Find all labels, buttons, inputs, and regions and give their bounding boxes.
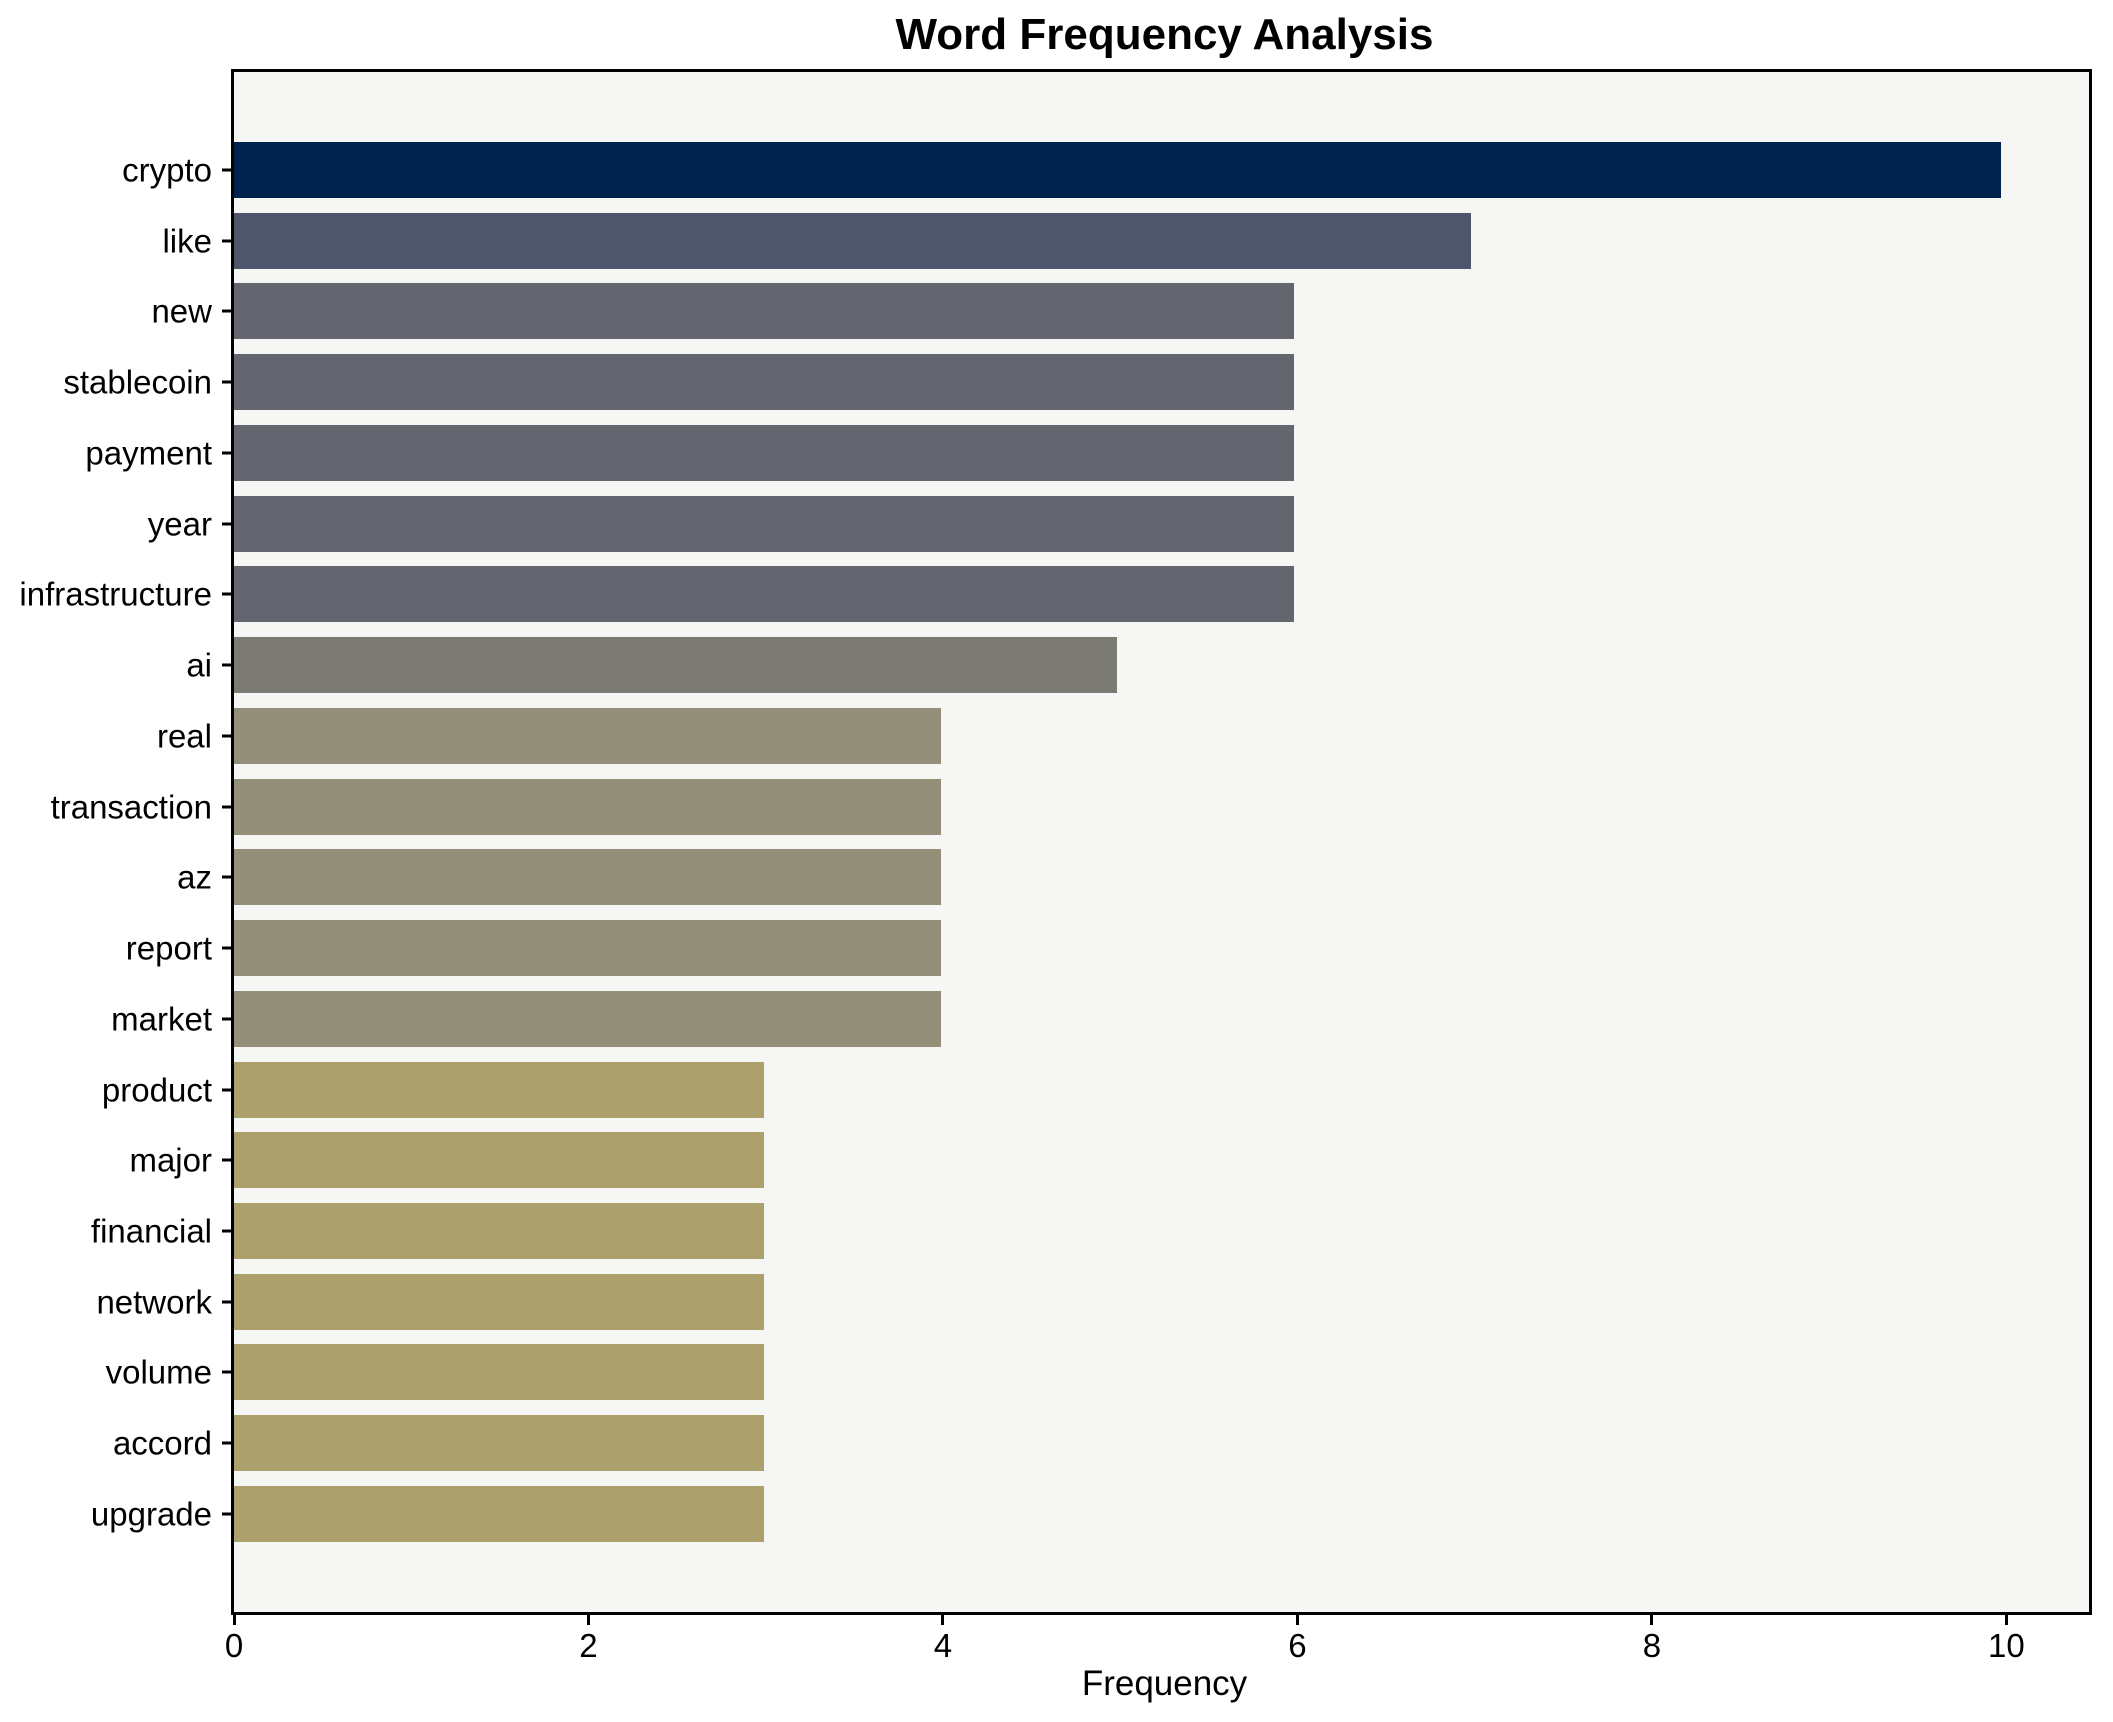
bar-row: infrastructure [19,566,2089,623]
y-axis-category-label: year [147,505,212,543]
bar-ai [234,637,1118,694]
bar-volume [234,1344,764,1401]
x-tick-label: 8 [1642,1627,1662,1664]
y-axis-category-label: az [177,858,212,896]
bar-row: real [157,707,2089,764]
y-tick-mark [222,1088,233,1092]
y-axis-category-label: major [129,1141,212,1179]
bar-network [234,1273,764,1330]
y-tick-mark [222,805,233,809]
x-tick-label: 0 [224,1627,244,1664]
y-axis-category-label: ai [186,646,212,684]
bar-financial [234,1203,764,1260]
y-axis-category-label: crypto [122,151,212,189]
y-axis-category-label: real [156,717,212,755]
y-axis-category-label: infrastructure [19,575,212,613]
y-tick-mark [222,1300,233,1304]
bar-major [234,1132,764,1189]
x-tick-mark [1650,1615,1654,1625]
x-tick-label: 10 [1988,1627,2025,1664]
y-tick-mark [222,1158,233,1162]
y-tick-mark [222,1512,233,1516]
x-tick-label: 2 [579,1627,598,1664]
bar-report [234,920,941,977]
x-tick-mark [232,1615,236,1625]
bar-row: volume [106,1344,2089,1401]
y-tick-mark [222,875,233,879]
y-tick-mark [222,946,233,950]
bar-row: like [162,212,2089,269]
x-tick-mark [1295,1615,1299,1625]
bar-row: new [151,283,2089,340]
bar-row: crypto [122,142,2089,198]
y-axis-category-label: new [151,292,212,330]
bar-row: year [148,495,2089,552]
y-tick-mark [222,1229,233,1233]
y-tick-mark [222,522,233,526]
bar-row: accord [113,1415,2089,1472]
bar-crypto [234,142,2001,198]
y-tick-mark [222,1370,233,1374]
bar-row: payment [85,424,2089,481]
bar-upgrade [234,1485,764,1542]
y-tick-mark [222,168,233,172]
bar-new [234,283,1294,340]
bar-row: financial [91,1203,2089,1260]
bar-row: upgrade [91,1485,2089,1542]
bar-row: product [102,1061,2089,1118]
y-tick-mark [222,592,233,596]
bar-market [234,990,941,1047]
y-axis-category-label: stablecoin [63,363,212,401]
bar-accord [234,1415,764,1472]
y-axis-category-label: financial [90,1212,212,1250]
bar-row: stablecoin [63,354,2089,411]
bar-stablecoin [234,354,1294,411]
y-tick-mark [222,239,233,243]
y-axis-category-label: accord [112,1424,212,1462]
x-axis-label: Frequency [1081,1664,1248,1703]
x-axis: 0 2 4 6 8 10 [225,1615,2095,1675]
plot-area: crypto like new stablecoin payment year … [19,69,2092,1615]
bar-row: market [111,990,2089,1047]
y-axis-category-label: like [162,222,212,260]
y-tick-mark [222,309,233,313]
bar-year [234,495,1294,552]
bar-az [234,849,941,906]
y-axis-category-label: transaction [50,788,212,826]
y-tick-mark [222,451,233,455]
bar-infrastructure [234,566,1294,623]
x-tick-mark [586,1615,590,1625]
bar-payment [234,424,1294,481]
bar-row: network [96,1273,2089,1330]
y-tick-mark [222,380,233,384]
y-axis-category-label: volume [105,1353,212,1391]
bar-row: major [129,1132,2089,1189]
y-axis-category-label: network [96,1283,212,1321]
x-tick-label: 6 [1288,1627,1307,1664]
y-tick-mark [222,734,233,738]
bar-row: transaction [51,778,2089,835]
y-axis-category-label: report [125,929,212,967]
x-tick-mark [941,1615,945,1625]
y-tick-mark [222,663,233,667]
y-axis-category-label: market [111,1000,212,1038]
bar-product [234,1061,764,1118]
bar-like [234,212,1471,269]
x-tick-label: 4 [933,1627,953,1664]
y-axis-category-label: payment [85,434,212,472]
bar-row: az [177,849,2089,906]
y-axis-category-label: upgrade [90,1495,212,1533]
bar-real [234,707,941,764]
bar-row: ai [186,637,2089,694]
y-tick-mark [222,1441,233,1445]
bar-row: report [126,920,2089,977]
y-tick-mark [222,1017,233,1021]
y-axis-category-label: product [101,1071,212,1109]
x-tick-mark [2004,1615,2008,1625]
chart-title: Word Frequency Analysis [895,10,1434,59]
bar-transaction [234,778,941,835]
